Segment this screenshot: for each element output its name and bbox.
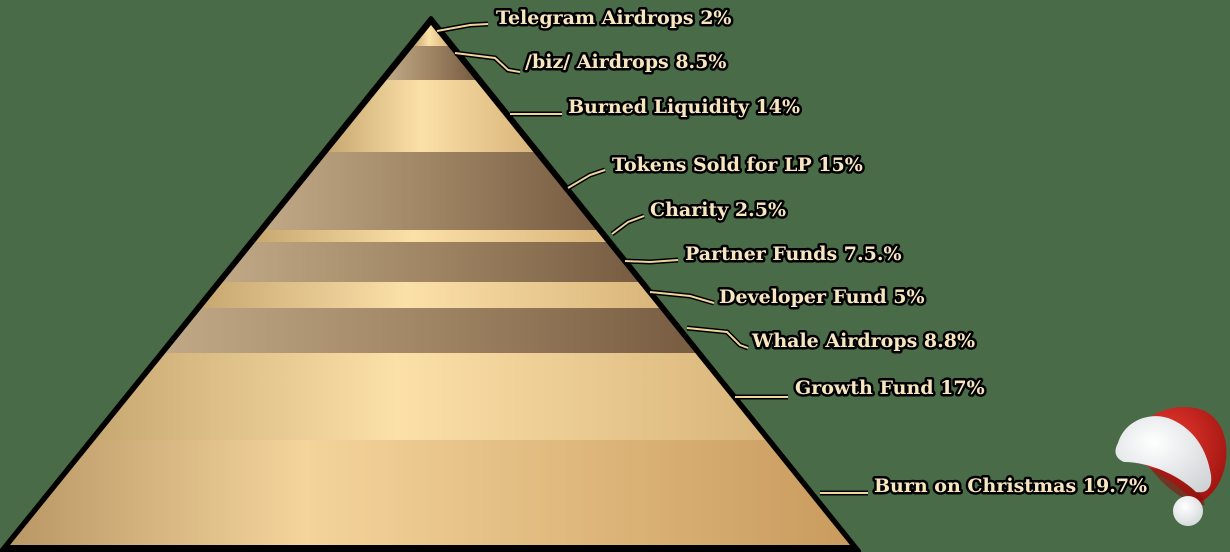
leader-line <box>567 169 606 189</box>
segment-label: Burned Liquidity 14% <box>568 96 800 118</box>
segment-label: Growth Fund 17% <box>795 377 985 399</box>
leader-line <box>454 52 521 73</box>
pyramid-band-partner-funds <box>222 242 639 282</box>
leader-line <box>686 327 749 349</box>
pyramid-band-telegram-airdrops <box>413 25 448 46</box>
segment-label: Developer Fund 5% <box>719 286 925 308</box>
pyramid-band-burn-on-christmas <box>10 440 850 545</box>
segment-label: Telegram Airdrops 2% <box>496 7 732 29</box>
pyramid-band-burned-liquidity <box>328 80 534 152</box>
segment-label: Burn on Christmas 19.7% <box>874 475 1147 497</box>
segment-label: Tokens Sold for LP 15% <box>612 154 863 176</box>
pyramid-band-charity <box>255 230 606 242</box>
pyramid-band-biz-airdrops <box>386 46 476 80</box>
segment-label: Charity 2.5% <box>650 199 786 221</box>
pyramid-band-growth-fund <box>95 353 766 440</box>
segment-label: Partner Funds 7.5.% <box>685 243 902 265</box>
pyramid-band-whale-airdrops <box>165 308 696 353</box>
leader-line <box>649 291 715 304</box>
segment-label: Whale Airdrops 8.8% <box>751 330 975 352</box>
pyramid-band-developer-fund <box>201 282 660 308</box>
segment-label: /biz/ Airdrops 8.5% <box>525 51 726 73</box>
leader-line <box>624 259 679 264</box>
pyramid-band-tokens-sold-for-lp <box>265 152 597 230</box>
leader-line <box>611 215 645 235</box>
leader-line <box>436 23 489 32</box>
santa-hat-icon <box>1115 407 1227 526</box>
